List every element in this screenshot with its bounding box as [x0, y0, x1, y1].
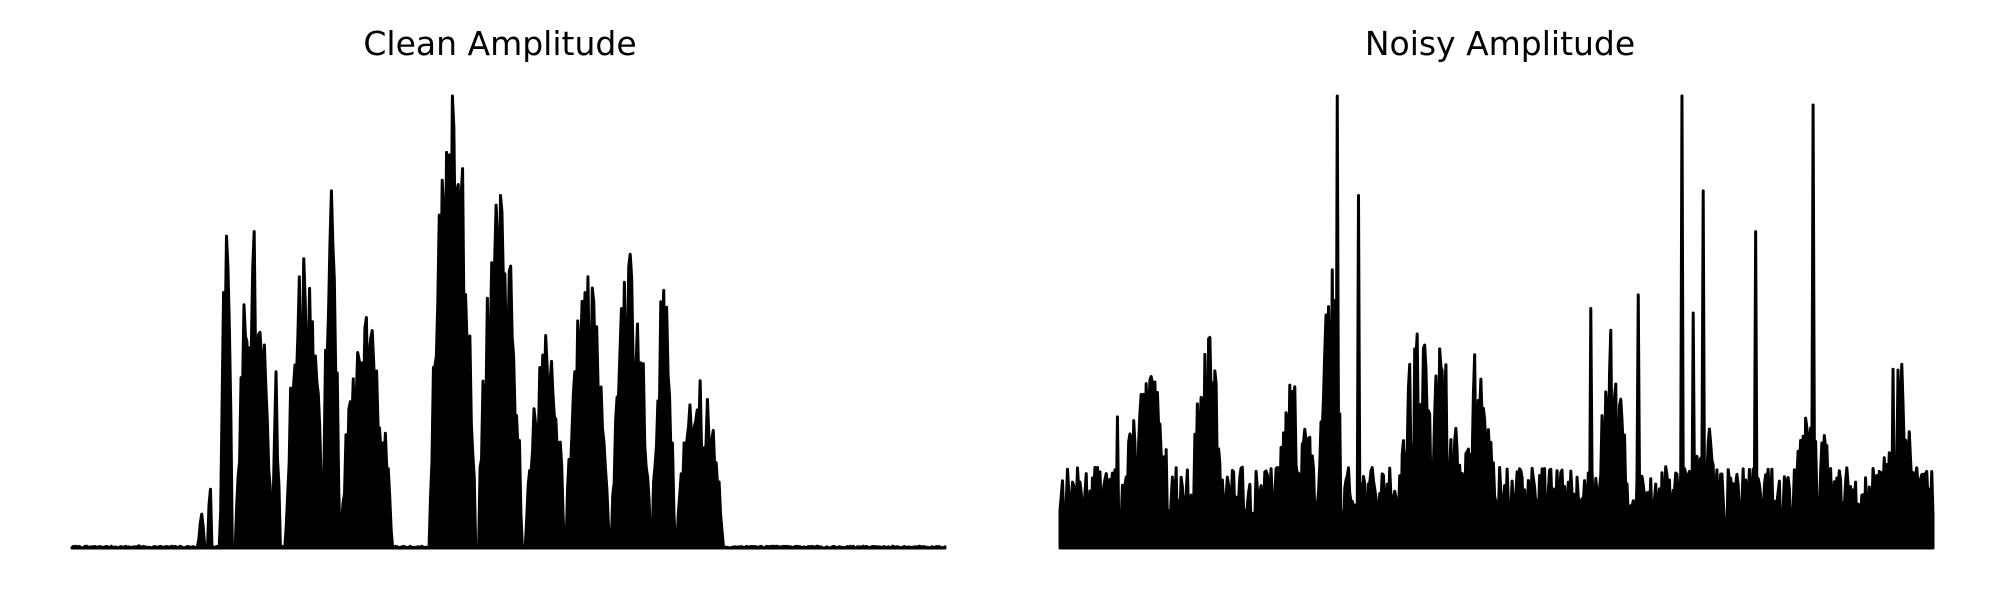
- amplitude-area-series: [1058, 94, 1935, 550]
- noisy-amplitude-panel: Noisy Amplitude: [1000, 0, 2000, 600]
- clean-amplitude-chart: [70, 94, 947, 550]
- amplitude-area-series: [70, 94, 947, 550]
- noisy-amplitude-chart: [1058, 94, 1935, 550]
- clean-amplitude-panel: Clean Amplitude: [70, 24, 947, 550]
- clean-amplitude-title: Clean Amplitude: [363, 24, 637, 63]
- noisy-amplitude-title: Noisy Amplitude: [1364, 24, 1636, 63]
